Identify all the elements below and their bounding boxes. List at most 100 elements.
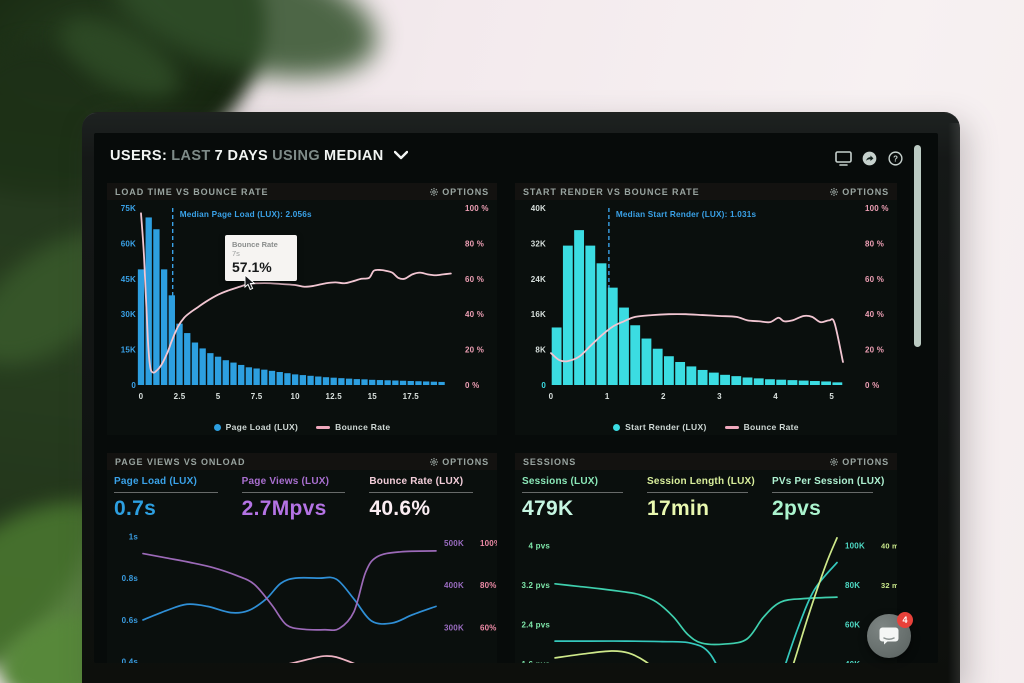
svg-text:0: 0 [139, 392, 144, 401]
svg-text:60K: 60K [121, 239, 136, 248]
help-icon[interactable]: ? [887, 151, 904, 166]
share-icon[interactable] [861, 151, 878, 166]
stat-value: 0.7s [114, 497, 157, 520]
stat-value: 479K [522, 497, 574, 520]
legend-label: Bounce Rate [743, 422, 799, 432]
gear-icon [430, 457, 439, 466]
panel-title: LOAD TIME VS BOUNCE RATE [115, 186, 269, 197]
chart-legend: Page Load (LUX) Bounce Rate [107, 416, 497, 438]
stat-label: Page Views (LUX) [241, 476, 330, 487]
tooltip-value: 57.1% [232, 259, 272, 275]
svg-text:0: 0 [541, 381, 546, 390]
panel-sessions: SESSIONS OPTIONS Sessions (LUX) 479K Ses… [515, 453, 906, 663]
options-label: OPTIONS [442, 456, 489, 467]
tooltip-x-value: 7s [232, 249, 240, 258]
stat-label: Sessions (LUX) [522, 476, 599, 487]
svg-text:0.4s: 0.4s [122, 658, 139, 663]
svg-text:1s: 1s [129, 532, 139, 541]
svg-text:17.5: 17.5 [403, 392, 420, 401]
svg-text:500K: 500K [444, 539, 464, 548]
svg-text:0: 0 [549, 392, 554, 401]
svg-text:10: 10 [290, 392, 300, 401]
cursor-pointer-icon [244, 275, 256, 291]
stat-page-load: Page Load (LUX) 0.7s [114, 470, 242, 524]
svg-text:300K: 300K [444, 623, 464, 632]
panel-title: PAGE VIEWS VS ONLOAD [115, 456, 246, 467]
panel-header: START RENDER VS BOUNCE RATE OPTIONS [515, 183, 897, 200]
chart-sessions[interactable]: 4 pvs 3.2 pvs 2.4 pvs 1.6 pvs 100K 80K 60K 40K 4… [515, 524, 906, 663]
stat-value: 2.7Mpvs [241, 497, 327, 520]
stat-session-length: Session Length (LUX) 17min [647, 470, 772, 524]
options-button[interactable]: OPTIONS [830, 187, 889, 197]
tooltip-series: Bounce Rate [232, 240, 278, 249]
panel-title: SESSIONS [523, 456, 577, 467]
svg-text:4 pvs: 4 pvs [529, 541, 551, 550]
panel-page-views-vs-onload: PAGE VIEWS VS ONLOAD OPTIONS Page Load (… [107, 453, 501, 663]
options-label: OPTIONS [842, 456, 889, 467]
stat-label: Bounce Rate (LUX) [369, 476, 464, 487]
svg-text:5: 5 [829, 392, 834, 401]
legend-dot [213, 423, 221, 431]
chart-load-time-vs-bounce-rate[interactable]: Median Page Load (LUX): 2.056s 75K 60K 45K 3… [107, 200, 497, 411]
svg-text:30K: 30K [121, 310, 136, 319]
title-median: MEDIAN [324, 148, 384, 164]
vertical-scrollbar[interactable] [914, 145, 921, 347]
display-icon[interactable] [835, 151, 852, 166]
options-label: OPTIONS [442, 186, 489, 197]
legend-line [316, 425, 331, 429]
chat-widget-button[interactable]: 4 [867, 612, 913, 658]
legend-label: Bounce Rate [335, 422, 391, 432]
stat-bounce-rate: Bounce Rate (LUX) 40.6% [369, 470, 497, 524]
svg-text:100%: 100% [480, 539, 497, 548]
title-users: USERS: [110, 148, 168, 164]
stat-sessions: Sessions (LUX) 479K [522, 470, 647, 524]
laptop: USERS: LAST 7 DAYS USING MEDIAN ? LOAD TIME … [82, 112, 960, 683]
dashboard-header: USERS: LAST 7 DAYS USING MEDIAN ? [94, 133, 938, 181]
svg-text:100 %: 100 % [865, 204, 889, 213]
svg-text:100 %: 100 % [465, 204, 489, 213]
svg-text:0: 0 [131, 381, 136, 390]
stats-row: Sessions (LUX) 479K Session Length (LUX)… [515, 470, 897, 524]
svg-text:100K: 100K [845, 541, 865, 550]
chevron-down-icon [393, 150, 409, 160]
svg-text:40 %: 40 % [465, 310, 484, 319]
legend-line [724, 425, 739, 429]
panel-header: SESSIONS OPTIONS [515, 453, 897, 470]
stats-row: Page Load (LUX) 0.7s Page Views (LUX) 2.… [107, 470, 497, 524]
legend-dot [613, 423, 621, 431]
svg-text:0 %: 0 % [865, 381, 879, 390]
svg-text:Median Page Load (LUX): 2.056s: Median Page Load (LUX): 2.056s [180, 210, 312, 219]
svg-text:32 min: 32 min [881, 581, 897, 590]
options-button[interactable]: OPTIONS [430, 187, 489, 197]
stat-value: 2pvs [772, 497, 822, 520]
svg-text:1.6 pvs: 1.6 pvs [521, 660, 550, 663]
svg-text:80K: 80K [845, 581, 860, 590]
svg-text:5: 5 [216, 392, 221, 401]
svg-text:15K: 15K [121, 346, 136, 355]
stat-pvs-per-session: PVs Per Session (LUX) 2pvs [772, 470, 897, 524]
svg-text:15: 15 [368, 392, 378, 401]
options-button[interactable]: OPTIONS [830, 457, 889, 467]
svg-text:2.5: 2.5 [174, 392, 186, 401]
title-days: 7 DAYS [214, 148, 269, 164]
legend-label: Page Load (LUX) [225, 422, 299, 432]
chart-page-views-vs-onload[interactable]: 1s0.8s0.6s0.4s500K400K300K200K100%80%60%… [107, 524, 501, 663]
svg-text:60K: 60K [845, 620, 860, 629]
options-button[interactable]: OPTIONS [430, 457, 489, 467]
users-filter-dropdown[interactable]: USERS: LAST 7 DAYS USING MEDIAN [108, 148, 409, 164]
svg-text:0.6s: 0.6s [122, 616, 139, 625]
svg-text:1: 1 [605, 392, 610, 401]
stat-page-views: Page Views (LUX) 2.7Mpvs [241, 470, 370, 524]
svg-text:32K: 32K [531, 239, 546, 248]
svg-text:40 %: 40 % [865, 310, 884, 319]
svg-text:40K: 40K [531, 204, 546, 213]
svg-text:3: 3 [717, 392, 722, 401]
svg-text:0 %: 0 % [465, 381, 479, 390]
chart-tooltip: Bounce Rate 7s 57.1% [225, 235, 297, 281]
svg-text:12.5: 12.5 [325, 392, 342, 401]
svg-text:0.8s: 0.8s [122, 574, 139, 583]
svg-text:4: 4 [773, 392, 778, 401]
svg-text:60 %: 60 % [465, 275, 484, 284]
chart-start-render-vs-bounce-rate[interactable]: Median Start Render (LUX): 1.031s 40K 32K 2… [515, 200, 897, 411]
